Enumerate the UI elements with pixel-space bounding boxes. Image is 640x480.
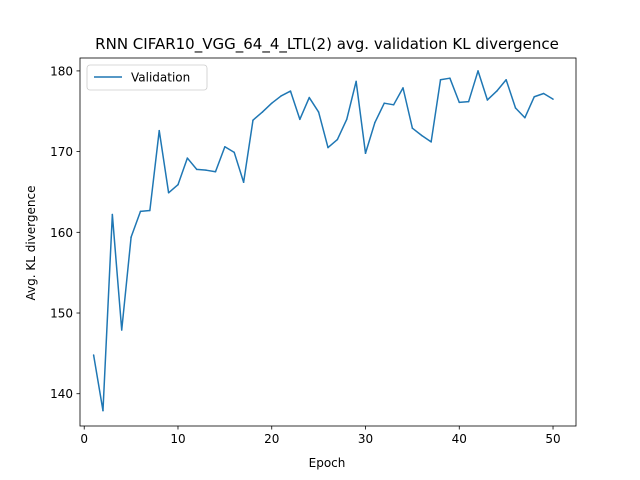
data-point <box>92 354 95 356</box>
data-point <box>177 183 179 186</box>
x-tick-label: 10 <box>170 432 185 446</box>
data-point <box>195 168 198 171</box>
data-point <box>439 79 442 81</box>
legend-label: Validation <box>131 71 190 85</box>
data-point <box>514 107 517 109</box>
x-tick-label: 20 <box>264 432 279 446</box>
data-point <box>317 111 320 113</box>
x-tick-label: 0 <box>80 432 88 446</box>
y-tick-label: 160 <box>50 226 73 240</box>
data-point <box>214 171 217 173</box>
x-tick-label: 40 <box>452 432 467 446</box>
data-point <box>186 157 189 159</box>
y-tick-label: 140 <box>50 387 73 401</box>
data-point <box>120 329 123 331</box>
data-point <box>224 146 226 148</box>
data-point <box>308 96 310 99</box>
plot-area: 0 10 20 30 40 50 140 150 160 170 180 <box>50 57 577 446</box>
x-tick-label: 30 <box>358 432 373 446</box>
data-point <box>477 70 479 72</box>
data-point <box>327 146 329 149</box>
data-point <box>392 104 395 106</box>
data-point <box>449 77 451 79</box>
data-point <box>552 98 554 100</box>
legend-box <box>86 64 208 91</box>
data-point <box>280 95 282 97</box>
data-point <box>158 129 160 132</box>
y-tick-label: 170 <box>50 145 73 159</box>
data-point <box>505 79 507 81</box>
data-point <box>336 138 339 141</box>
y-axis-label: Avg. KL divergence <box>24 186 38 301</box>
data-point <box>205 169 207 171</box>
data-point <box>430 141 432 143</box>
axes-frame <box>79 57 577 427</box>
data-point <box>486 99 489 101</box>
legend: Validation <box>86 64 208 91</box>
data-point <box>252 119 254 121</box>
data-point <box>346 118 348 121</box>
data-point <box>355 80 357 83</box>
series-line-0 <box>92 70 554 412</box>
data-point <box>139 210 142 213</box>
data-point <box>411 127 414 129</box>
data-point <box>242 181 245 184</box>
data-point <box>102 409 104 412</box>
data-point <box>533 95 536 98</box>
data-point <box>149 209 151 212</box>
data-point <box>542 92 545 95</box>
data-point <box>270 102 273 104</box>
data-point <box>467 100 470 103</box>
data-point <box>167 192 170 194</box>
data-point <box>458 101 461 104</box>
y-tick-label: 180 <box>50 64 73 78</box>
data-point <box>130 236 132 238</box>
x-tick-label: 50 <box>545 432 560 446</box>
data-point <box>421 134 423 137</box>
data-point <box>261 111 264 113</box>
data-point <box>402 87 404 89</box>
x-axis-label: Epoch <box>309 456 346 470</box>
data-point <box>299 118 301 121</box>
data-point <box>383 102 386 104</box>
data-point <box>496 90 498 92</box>
data-point <box>233 151 235 154</box>
data-point <box>364 152 367 154</box>
y-tick-label: 150 <box>50 307 73 321</box>
data-point <box>111 213 114 216</box>
data-point <box>289 90 292 92</box>
chart-title: RNN CIFAR10_VGG_64_4_LTL(2) avg. validat… <box>95 35 559 54</box>
data-point <box>374 121 376 124</box>
data-point <box>524 116 526 119</box>
